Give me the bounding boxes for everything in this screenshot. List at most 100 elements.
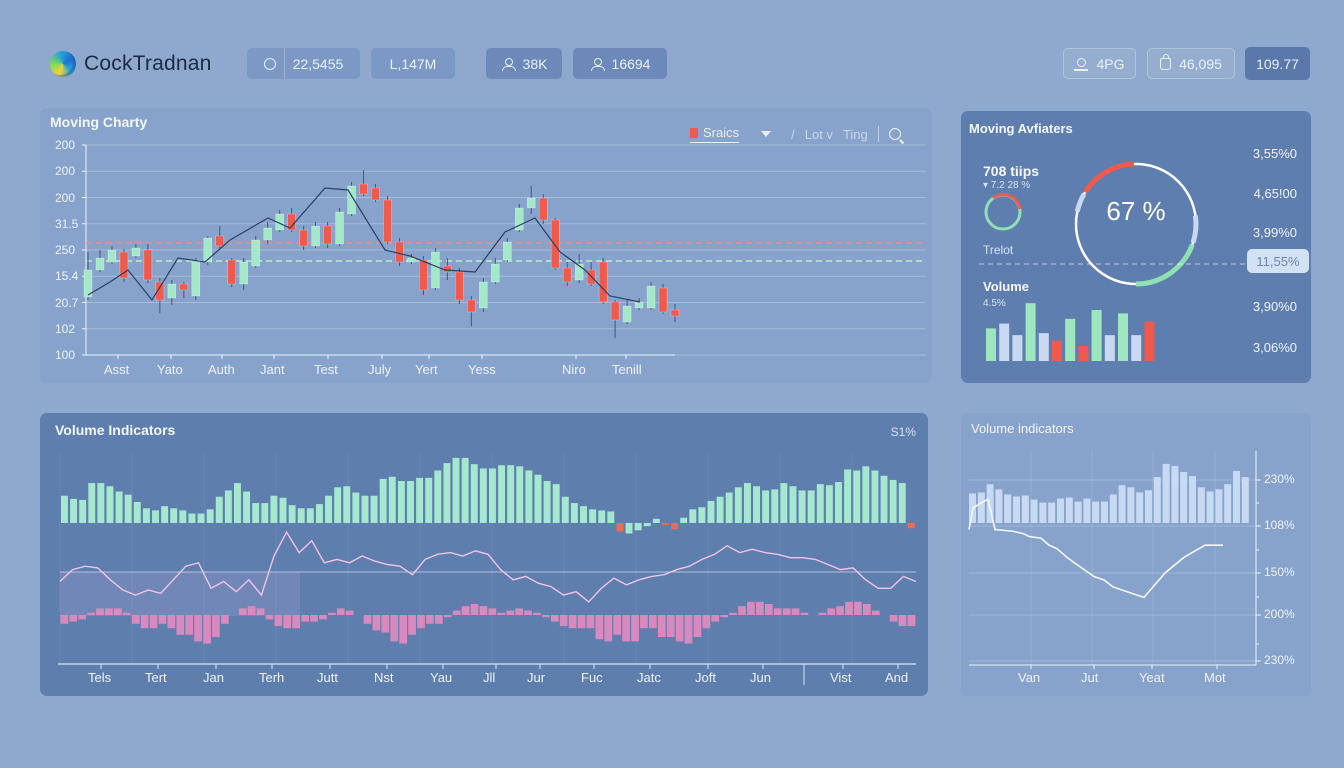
volume-indicator-chart[interactable]	[40, 413, 928, 696]
panel-title: Moving Charty	[50, 114, 148, 130]
candlestick-chart[interactable]	[40, 108, 932, 383]
pill-divider	[283, 48, 285, 79]
x-axis-tick-label: Yeat	[1139, 670, 1165, 685]
x-axis-tick-label: Van	[1018, 670, 1041, 685]
x-axis-tick-label: Tenill	[612, 362, 642, 377]
x-axis-tick-label: Nst	[374, 670, 394, 685]
time-dropdown[interactable]: Ting	[842, 126, 868, 142]
stat-pill-1[interactable]: 22,5455	[247, 48, 360, 79]
x-axis-tick-label: Tels	[88, 670, 112, 685]
axis-value: 3,06%0	[1252, 340, 1297, 355]
axis-value: 3,90%0	[1252, 299, 1297, 314]
y-axis-tick-label: 230%	[1264, 472, 1295, 486]
series-color-swatch	[690, 127, 698, 138]
stat-pill-5[interactable]: 4PG	[1063, 48, 1136, 79]
y-axis-tick-label: 108%	[1264, 518, 1295, 532]
stat-value: 16694	[611, 55, 651, 72]
x-axis-tick-label: Jun	[750, 670, 771, 685]
stat-value: 38K	[522, 55, 548, 72]
x-axis-tick-label: Yert	[415, 362, 438, 377]
kpi-value: 708 tiips	[983, 163, 1040, 179]
corner-percent: S1%	[890, 425, 916, 439]
kpi-change: ▾ 7.2 28 %	[983, 180, 1031, 191]
volume-label: Volume	[983, 279, 1029, 294]
circle-icon	[263, 57, 276, 70]
chart-toolbar: Sraics / Lot v Ting	[690, 125, 901, 143]
app-logo-icon	[50, 51, 76, 77]
x-axis-tick-label: July	[368, 362, 392, 377]
x-axis-tick-label: Jutt	[317, 670, 338, 685]
x-axis-tick-label: Yess	[468, 362, 496, 377]
lot-dropdown[interactable]: Lot v	[804, 126, 833, 142]
x-axis-tick-label: Niro	[562, 362, 586, 377]
y-axis-tick-label: 31.5	[55, 216, 79, 231]
app-title: CockTradnan	[84, 52, 212, 75]
stat-pill-4[interactable]: 16694	[573, 48, 667, 79]
stat-value: 22,5455	[292, 55, 344, 72]
y-axis-tick-label: 102	[55, 321, 76, 336]
volume-trend-chart[interactable]	[961, 413, 1311, 696]
stat-value: L,147M	[389, 55, 437, 72]
x-axis-tick-label: Joft	[695, 670, 716, 685]
x-axis-tick-label: Tert	[145, 670, 167, 685]
y-axis-tick-label: 200	[55, 138, 76, 152]
gauge-value: 67 %	[1106, 196, 1166, 226]
stat-value: 4PG	[1096, 55, 1125, 72]
x-axis-tick-label: Jant	[260, 362, 285, 377]
x-axis-tick-label: Vist	[830, 670, 852, 685]
volume-indicators-small-panel: Volume indicators 230% 108% 150% 200% 230% Va…	[961, 413, 1311, 696]
x-axis-tick-label: Jut	[1081, 670, 1099, 685]
bag-icon	[1160, 53, 1172, 70]
y-axis-tick-label: 200	[55, 164, 76, 179]
kpi-label: Trelot	[983, 243, 1014, 257]
axis-value: 3,55%0	[1252, 146, 1297, 161]
chevron-down-icon[interactable]	[761, 131, 772, 137]
moving-chart-panel: Moving Charty Sraics / Lot v Ting 200 200…	[40, 108, 932, 383]
stat-value: 46,095	[1179, 55, 1222, 72]
y-axis-tick-label: 200%	[1264, 607, 1295, 621]
y-axis-tick-label: 15.4	[55, 269, 79, 284]
series-label: Sraics	[703, 125, 740, 140]
x-axis-tick-label: And	[885, 670, 909, 685]
stat-value: 109.77	[1256, 55, 1299, 72]
user-icon	[590, 57, 605, 71]
x-axis-tick-label: Mot	[1204, 670, 1226, 685]
volume-indicators-panel: Volume Indicators S1% Tels Tert Jan Terh Jut…	[40, 413, 928, 696]
x-axis-tick-label: Jll	[483, 670, 496, 685]
y-axis-tick-label: 20.7	[55, 295, 79, 310]
stat-pill-3[interactable]: 38K	[486, 48, 562, 79]
x-axis-tick-label: Auth	[208, 362, 235, 377]
webcam-icon	[1074, 57, 1089, 71]
volume-change: 4.5%	[983, 298, 1006, 309]
x-axis-tick-label: Jan	[203, 670, 224, 685]
user-icon	[501, 57, 516, 71]
x-axis-tick-label: Yau	[430, 670, 453, 685]
panel-title: Volume Indicators	[55, 422, 176, 438]
y-axis-tick-label: 200	[55, 190, 76, 205]
toolbar-divider	[877, 126, 879, 142]
y-axis-tick-label: 230%	[1264, 653, 1295, 667]
x-axis-tick-label: Asst	[104, 362, 130, 377]
axis-value: 4,65!00	[1253, 186, 1297, 201]
x-axis-tick-label: Jur	[527, 670, 546, 685]
x-axis-tick-label: Test	[314, 362, 338, 377]
search-icon[interactable]	[888, 128, 901, 140]
series-selector[interactable]: Sraics	[690, 125, 740, 143]
y-axis-tick-label: 100	[55, 348, 76, 362]
highlight-value-badge[interactable]: 11,55%	[1247, 249, 1309, 273]
panel-title: Volume indicators	[971, 421, 1074, 436]
top-bar: CockTradnan 22,5455 L,147M 38K 16694 4PG…	[0, 0, 1344, 100]
x-axis-tick-label: Terh	[259, 670, 285, 685]
moving-averages-panel: Moving Avfiaters 708 tiips ▾ 7.2 28 % Tr…	[961, 111, 1311, 383]
y-axis-tick-label: 250	[55, 243, 76, 257]
toolbar-separator: /	[791, 126, 795, 142]
x-axis-tick-label: Jatc	[637, 670, 661, 685]
panel-title: Moving Avfiaters	[969, 121, 1073, 136]
brand[interactable]: CockTradnan	[50, 51, 211, 77]
gauge-and-volume-chart	[979, 161, 1246, 361]
stat-pill-6[interactable]: 46,095	[1147, 48, 1235, 79]
price-badge[interactable]: 109.77	[1245, 47, 1310, 80]
axis-value: 3,99%0	[1252, 225, 1297, 240]
stat-pill-2[interactable]: L,147M	[371, 48, 455, 79]
x-axis-tick-label: Yato	[157, 362, 183, 377]
